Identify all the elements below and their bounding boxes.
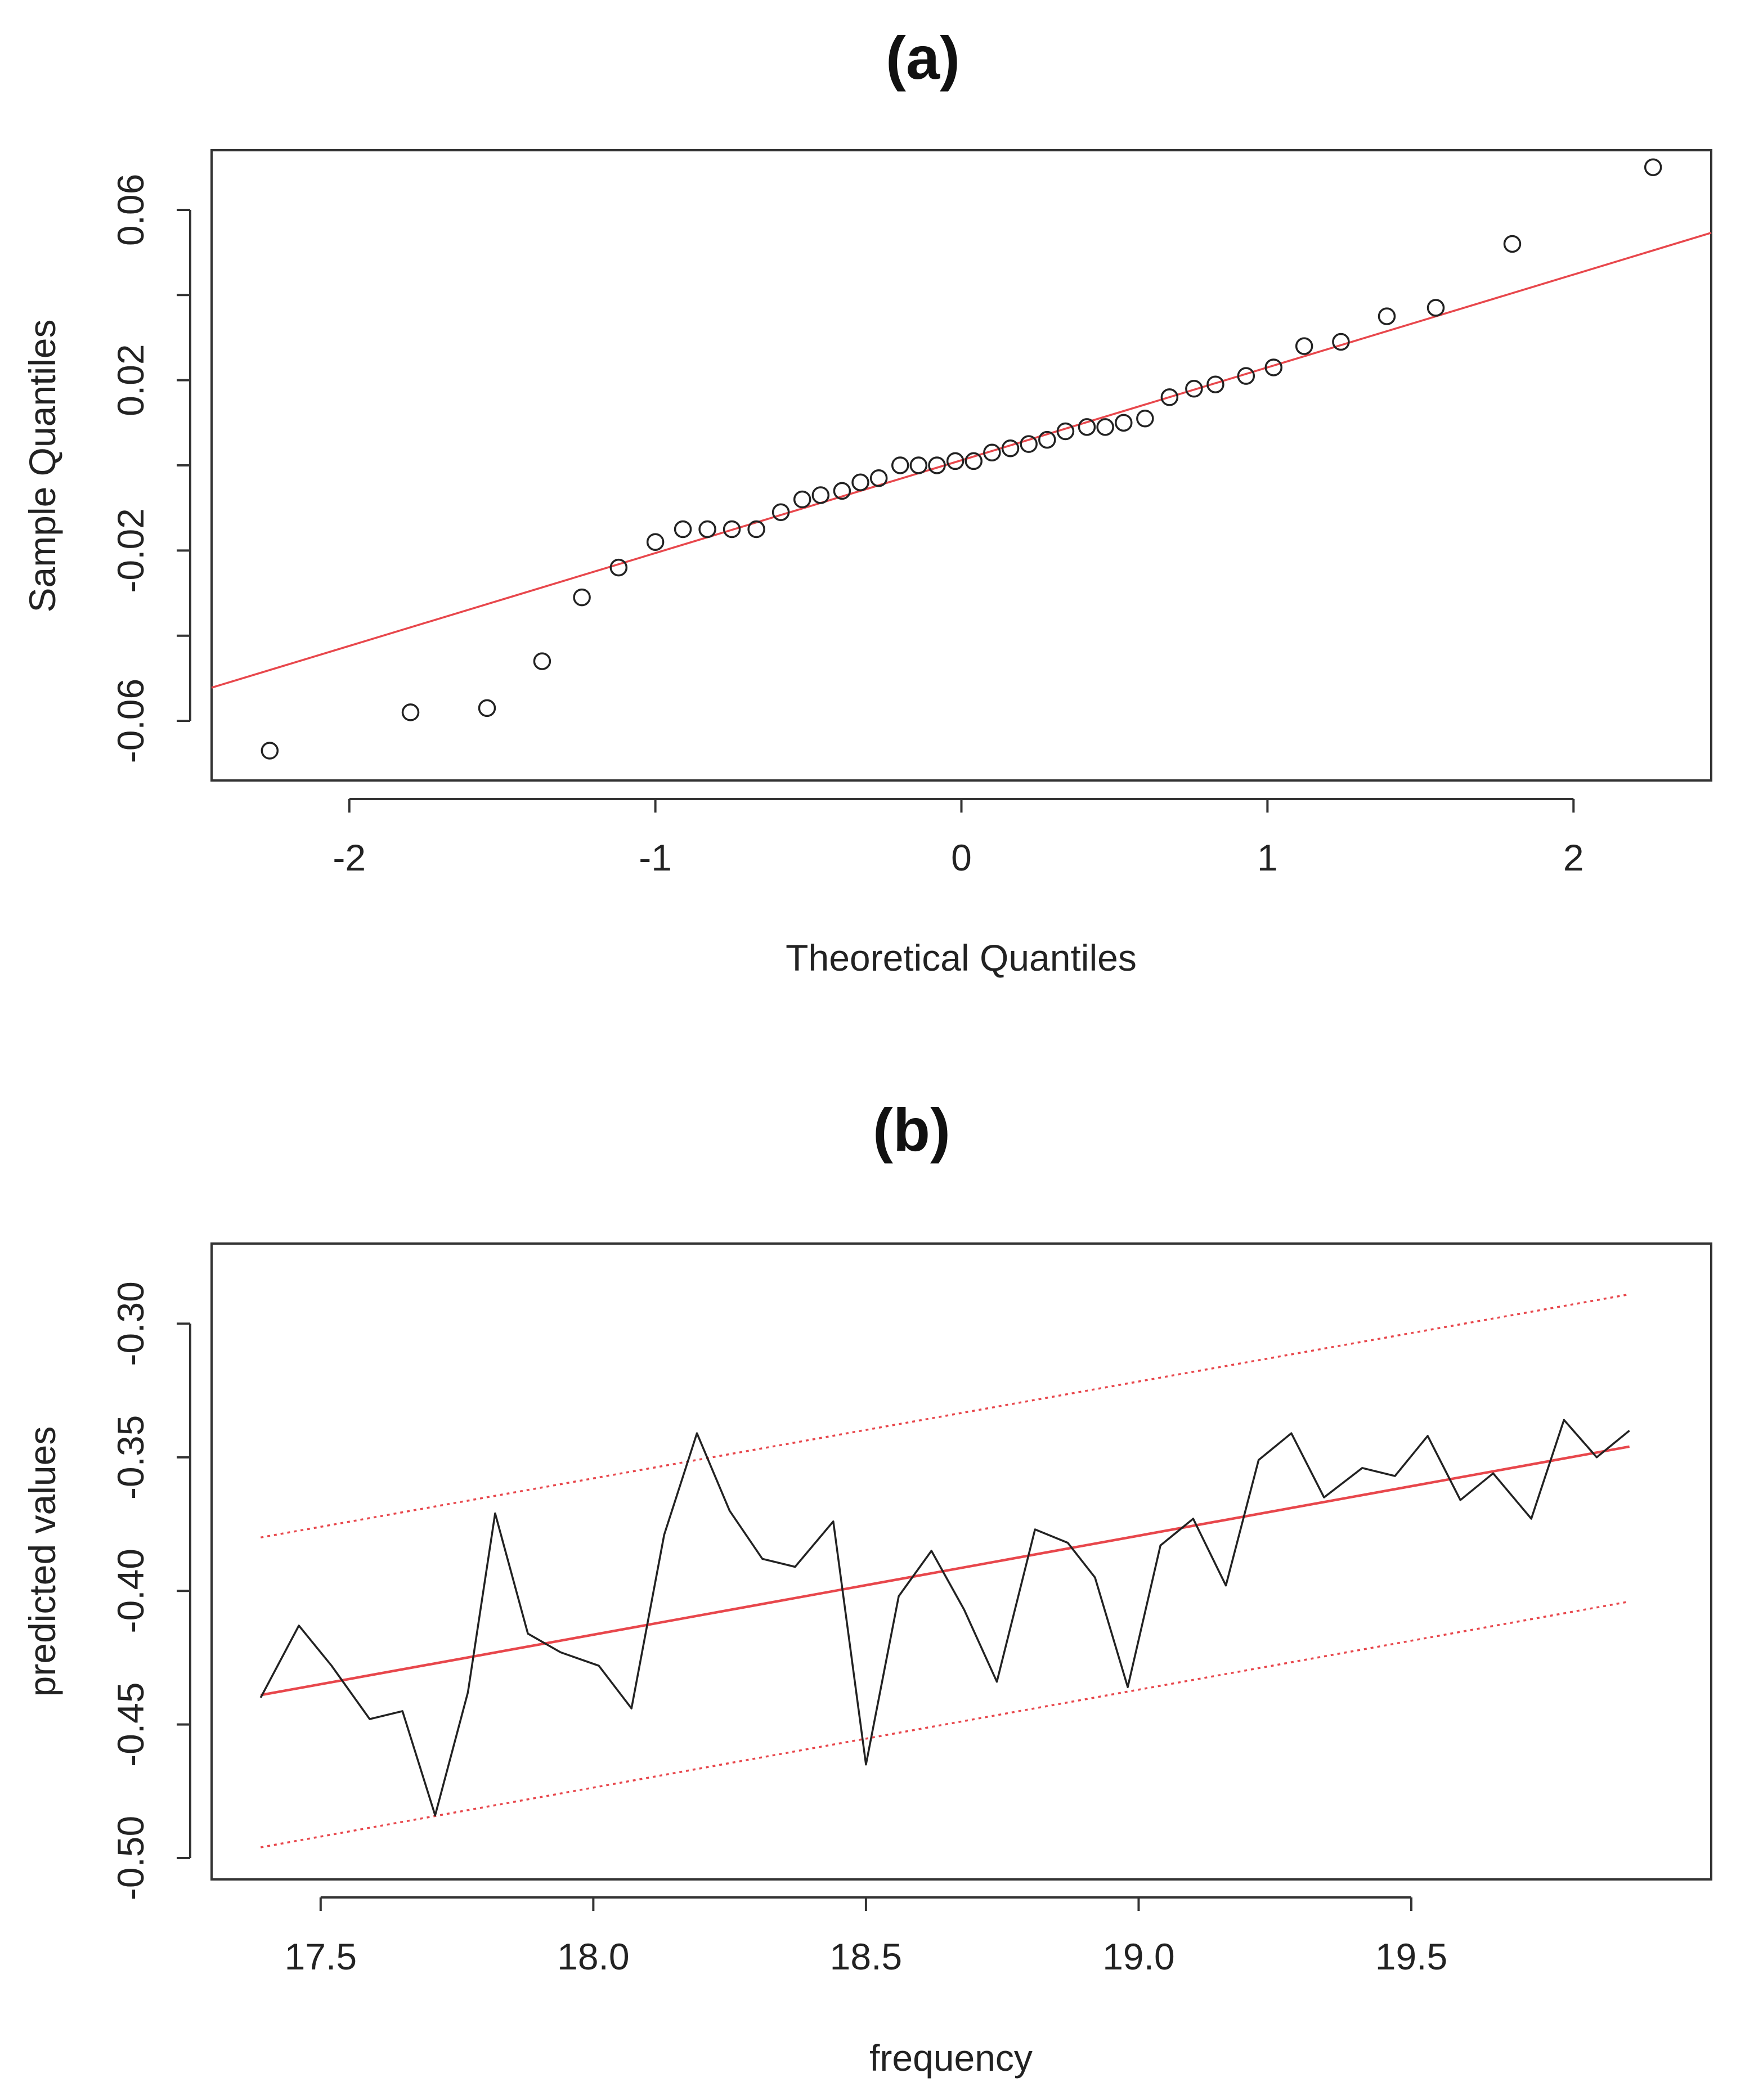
panel-a-x-axis: -2 -1 0 1 2 (333, 798, 1584, 878)
panel-a-points (261, 158, 1662, 760)
panel-a-point (833, 482, 851, 500)
panel-a-x-axis-label: Theoretical Quantiles (786, 937, 1137, 979)
panel-a-point (1503, 235, 1522, 253)
panel-a-point (646, 533, 665, 551)
panel-b-x-tick-label: 19.5 (1375, 1936, 1447, 1977)
panel-a-point (811, 486, 830, 504)
panel-a-point (946, 452, 965, 470)
panel-a-point (891, 456, 909, 474)
panel-b-y-tick-label: -0.50 (110, 1816, 151, 1900)
panel-a-point (674, 520, 692, 539)
panel-b-line-plot: (b) 17.5 18.0 18.5 19.0 19.5 -0.50 -0.45 -0.40… (21, 1096, 1712, 2079)
panel-a-y-tick-label: 0.06 (110, 174, 151, 246)
panel-b-x-tick-label: 17.5 (285, 1936, 357, 1977)
panel-a-qq-plot: (a) -2 -1 0 1 2 -0.06 -0.02 0.02 0.06 Theoretic… (21, 24, 1712, 979)
panel-b-y-tick-label: -0.40 (110, 1549, 151, 1633)
panel-a-point (747, 520, 765, 539)
panel-a-point (1096, 418, 1114, 436)
panel-a-x-tick-label: 0 (951, 837, 972, 878)
panel-b-series-predicted (259, 1419, 1630, 1816)
panel-a-point (1644, 158, 1662, 177)
panel-a-point (1295, 337, 1313, 355)
panel-a-point (478, 699, 496, 717)
panel-a-point (1237, 367, 1255, 385)
panel-b-y-tick-label: -0.35 (110, 1415, 151, 1500)
panel-a-point (965, 452, 983, 470)
panel-a-point (1332, 333, 1350, 351)
panel-a-point (793, 490, 811, 509)
panel-a-point (1160, 388, 1179, 406)
panel-a-y-tick-label: -0.02 (110, 508, 151, 593)
panel-a-point (1264, 358, 1283, 376)
panel-a-point (1185, 380, 1203, 398)
panel-b-series-upper-band (260, 1293, 1630, 1539)
panel-b-x-axis: 17.5 18.0 18.5 19.0 19.5 (285, 1896, 1447, 1977)
panel-a-point (909, 456, 928, 474)
panel-a-point (869, 469, 888, 487)
panel-a-title: (a) (886, 24, 960, 92)
panel-a-point (1020, 435, 1038, 453)
panel-a-point (1426, 299, 1445, 317)
panel-a-point (1378, 307, 1396, 325)
panel-a-point (1206, 375, 1224, 393)
panel-b-series-fit (260, 1445, 1630, 1697)
panel-a-y-axis: -0.06 -0.02 0.02 0.06 (110, 174, 191, 763)
panel-a-point (1078, 418, 1096, 436)
panel-a-x-tick-label: 1 (1257, 837, 1278, 878)
panel-a-point (851, 473, 869, 492)
panel-b-y-axis-label: predicted values (21, 1426, 63, 1697)
panel-a-point (771, 503, 790, 521)
panel-b-x-tick-label: 18.0 (557, 1936, 629, 1977)
panel-b-x-tick-label: 18.5 (830, 1936, 902, 1977)
panel-a-y-tick-label: -0.06 (110, 679, 151, 763)
panel-a-point (1136, 410, 1154, 428)
panel-a-reference-line (211, 232, 1712, 689)
panel-b-x-axis-label: frequency (869, 2037, 1033, 2079)
panel-a-point (261, 742, 279, 760)
panel-a-point (573, 588, 591, 607)
panel-b-plot-frame (210, 1242, 1712, 1881)
panel-a-x-tick-label: -2 (333, 837, 366, 878)
panel-b-y-tick-label: -0.45 (110, 1682, 151, 1766)
panel-b-y-tick-label: -0.30 (110, 1281, 151, 1366)
panel-b-series-lower-band (260, 1600, 1630, 1848)
panel-a-point (928, 456, 946, 474)
panel-a-point (1115, 414, 1133, 432)
panel-a-point (723, 520, 741, 539)
panel-a-y-tick-label: 0.02 (110, 344, 151, 416)
panel-a-point (401, 703, 420, 721)
panel-a-point (1038, 430, 1056, 449)
panel-b-y-axis: -0.50 -0.45 -0.40 -0.35 -0.30 (110, 1281, 191, 1900)
panel-b-x-tick-label: 19.0 (1102, 1936, 1174, 1977)
panel-a-point (1001, 439, 1020, 457)
panel-a-point (533, 652, 551, 670)
panel-b-title: (b) (873, 1096, 950, 1164)
panel-a-point (698, 520, 716, 539)
panel-a-y-axis-label: Sample Quantiles (21, 320, 63, 613)
panel-a-point (983, 443, 1001, 462)
panel-a-point (609, 558, 628, 577)
panel-b-series (259, 1293, 1630, 1848)
panel-a-plot-frame (210, 149, 1712, 782)
panel-a-point (1056, 422, 1075, 441)
panel-a-x-tick-label: 2 (1563, 837, 1584, 878)
panel-a-reference-line-group (211, 232, 1712, 689)
panel-a-x-tick-label: -1 (639, 837, 672, 878)
